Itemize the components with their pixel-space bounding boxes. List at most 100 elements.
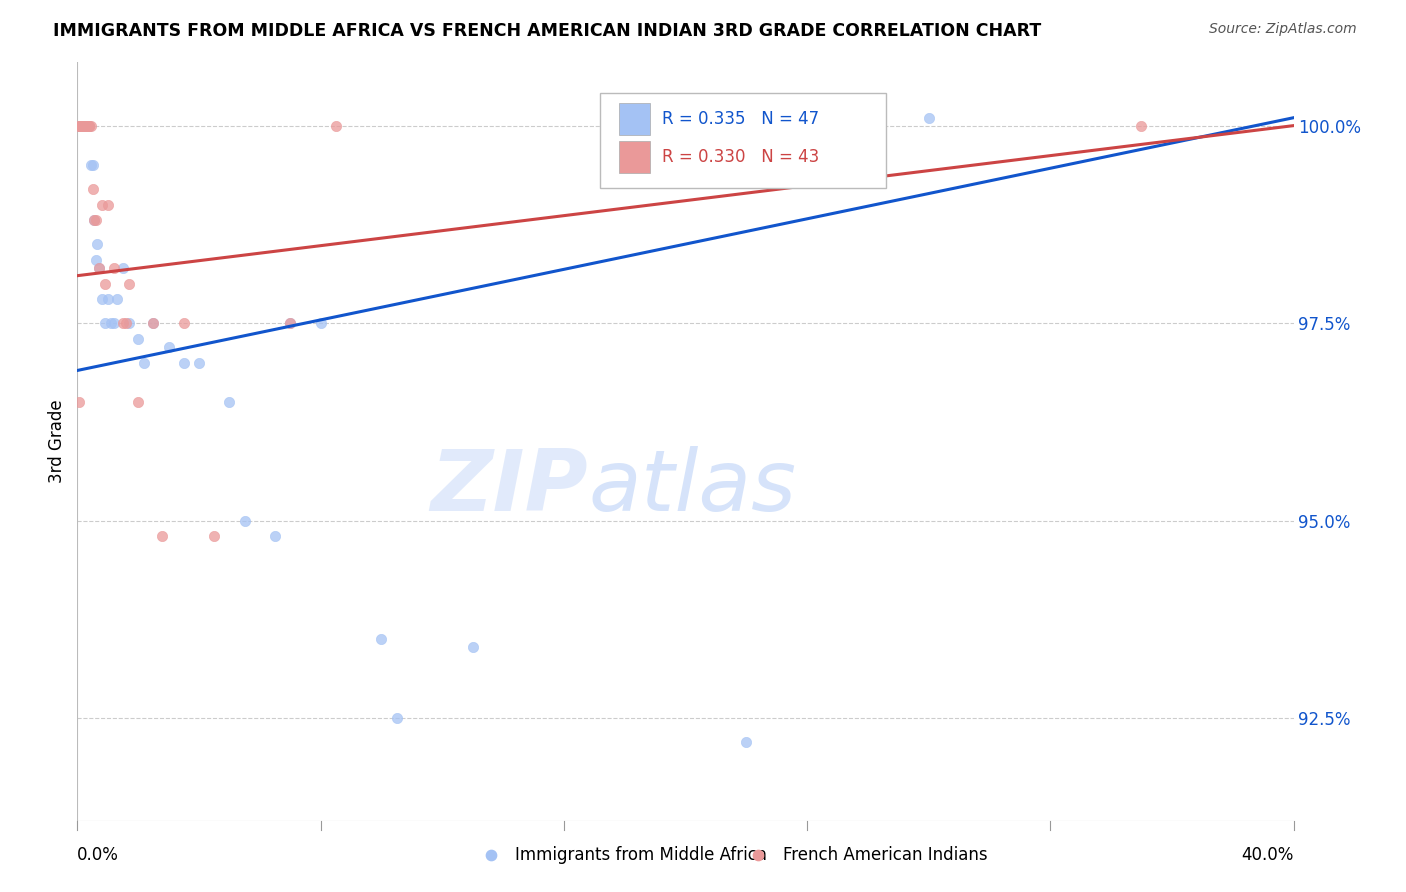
Text: Immigrants from Middle Africa: Immigrants from Middle Africa bbox=[515, 846, 768, 863]
Text: R = 0.330   N = 43: R = 0.330 N = 43 bbox=[662, 148, 820, 166]
Point bbox=[72, 119, 94, 133]
Point bbox=[97, 293, 120, 307]
Point bbox=[461, 640, 484, 654]
Point bbox=[233, 514, 256, 528]
Point bbox=[218, 395, 240, 409]
Point bbox=[76, 119, 98, 133]
Point bbox=[264, 529, 287, 543]
Text: IMMIGRANTS FROM MIDDLE AFRICA VS FRENCH AMERICAN INDIAN 3RD GRADE CORRELATION CH: IMMIGRANTS FROM MIDDLE AFRICA VS FRENCH … bbox=[53, 22, 1042, 40]
Point bbox=[73, 119, 96, 133]
Point bbox=[70, 119, 93, 133]
Point bbox=[83, 213, 105, 227]
Point bbox=[105, 293, 128, 307]
Point bbox=[67, 119, 90, 133]
Point bbox=[93, 316, 115, 330]
Point bbox=[77, 119, 100, 133]
Point bbox=[77, 119, 100, 133]
Point bbox=[370, 632, 392, 646]
Text: 0.0%: 0.0% bbox=[77, 846, 120, 863]
Point bbox=[188, 355, 211, 369]
Point bbox=[79, 119, 101, 133]
Point bbox=[75, 119, 97, 133]
Point bbox=[100, 316, 122, 330]
Point bbox=[1130, 119, 1153, 133]
Point bbox=[70, 119, 93, 133]
Point bbox=[69, 119, 91, 133]
Point bbox=[278, 316, 301, 330]
Point bbox=[103, 260, 125, 275]
Point bbox=[86, 237, 108, 252]
Point bbox=[142, 316, 165, 330]
Point bbox=[90, 197, 112, 211]
Point bbox=[173, 316, 195, 330]
Point bbox=[73, 119, 96, 133]
Point bbox=[87, 260, 110, 275]
Point bbox=[67, 119, 90, 133]
Point bbox=[127, 332, 149, 346]
Point bbox=[69, 119, 91, 133]
Point bbox=[80, 158, 103, 172]
FancyBboxPatch shape bbox=[619, 103, 650, 136]
Point bbox=[142, 316, 165, 330]
Point bbox=[84, 252, 107, 267]
Text: R = 0.335   N = 47: R = 0.335 N = 47 bbox=[662, 111, 820, 128]
Text: French American Indians: French American Indians bbox=[783, 846, 987, 863]
Point bbox=[73, 119, 96, 133]
Point bbox=[67, 119, 90, 133]
Point bbox=[69, 119, 91, 133]
Point bbox=[173, 355, 195, 369]
Point bbox=[118, 277, 141, 291]
Point bbox=[76, 119, 98, 133]
Point bbox=[202, 529, 225, 543]
Point bbox=[69, 119, 91, 133]
Point bbox=[67, 119, 90, 133]
Point bbox=[77, 119, 100, 133]
Point bbox=[72, 119, 94, 133]
Point bbox=[70, 119, 93, 133]
Point bbox=[87, 260, 110, 275]
Point bbox=[82, 158, 104, 172]
Point bbox=[79, 119, 101, 133]
Point bbox=[69, 395, 91, 409]
Point bbox=[157, 340, 180, 354]
Point bbox=[75, 119, 97, 133]
Point bbox=[82, 182, 104, 196]
Point bbox=[111, 316, 134, 330]
Point bbox=[70, 119, 93, 133]
FancyBboxPatch shape bbox=[600, 93, 886, 187]
Point bbox=[84, 213, 107, 227]
Point bbox=[72, 119, 94, 133]
Y-axis label: 3rd Grade: 3rd Grade bbox=[48, 400, 66, 483]
Point bbox=[69, 119, 91, 133]
Point bbox=[75, 119, 97, 133]
Point bbox=[76, 119, 98, 133]
Text: Source: ZipAtlas.com: Source: ZipAtlas.com bbox=[1209, 22, 1357, 37]
Point bbox=[72, 119, 94, 133]
Point bbox=[73, 119, 96, 133]
Point bbox=[75, 119, 97, 133]
Point bbox=[111, 260, 134, 275]
Point bbox=[152, 529, 174, 543]
Point bbox=[80, 119, 103, 133]
Point bbox=[97, 197, 120, 211]
Text: 40.0%: 40.0% bbox=[1241, 846, 1294, 863]
Point bbox=[127, 395, 149, 409]
Point bbox=[69, 119, 91, 133]
Point bbox=[385, 711, 408, 725]
Point bbox=[918, 111, 941, 125]
Point bbox=[134, 355, 156, 369]
Point bbox=[118, 316, 141, 330]
Point bbox=[93, 277, 115, 291]
Text: ZIP: ZIP bbox=[430, 445, 588, 529]
Point bbox=[83, 213, 105, 227]
Text: atlas: atlas bbox=[588, 445, 796, 529]
Point bbox=[70, 119, 93, 133]
FancyBboxPatch shape bbox=[619, 141, 650, 173]
Point bbox=[73, 119, 96, 133]
Point bbox=[72, 119, 94, 133]
Point bbox=[735, 734, 758, 748]
Point bbox=[115, 316, 138, 330]
Point bbox=[70, 119, 93, 133]
Point bbox=[103, 316, 125, 330]
Point bbox=[278, 316, 301, 330]
